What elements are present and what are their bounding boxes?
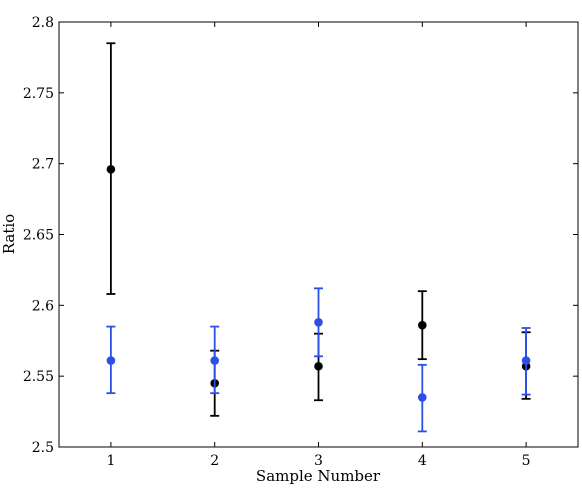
series-2 (106, 287, 531, 433)
data-point (314, 361, 323, 371)
data-point (418, 320, 427, 330)
series-1 (106, 42, 531, 417)
data-point (210, 356, 219, 365)
x-tick-label: 4 (418, 453, 427, 469)
x-tick-label: 5 (522, 453, 531, 469)
y-tick-label: 2.5 (32, 440, 54, 456)
data-point (106, 356, 116, 365)
series-layer (106, 42, 531, 433)
x-tick-label: 1 (106, 453, 115, 469)
data-point (418, 393, 427, 402)
y-tick-label: 2.65 (23, 228, 54, 244)
x-tick-label: 3 (314, 453, 323, 469)
data-point (521, 356, 531, 365)
y-tick-label: 2.55 (23, 369, 54, 385)
data-point (106, 165, 116, 174)
y-tick-label: 2.75 (23, 86, 54, 102)
y-axis-label: Ratio (0, 214, 18, 254)
axis-ticks: 1 2 3 4 5 2.5 2.55 2.6 2.65 2.7 2.75 2.8 (23, 15, 578, 469)
y-tick-label: 2.6 (32, 298, 54, 314)
y-tick-label: 2.8 (32, 15, 54, 31)
y-tick-label: 2.7 (32, 157, 54, 173)
data-point (314, 318, 323, 327)
x-axis-label: Sample Number (256, 467, 381, 485)
x-tick-label: 2 (210, 453, 219, 469)
